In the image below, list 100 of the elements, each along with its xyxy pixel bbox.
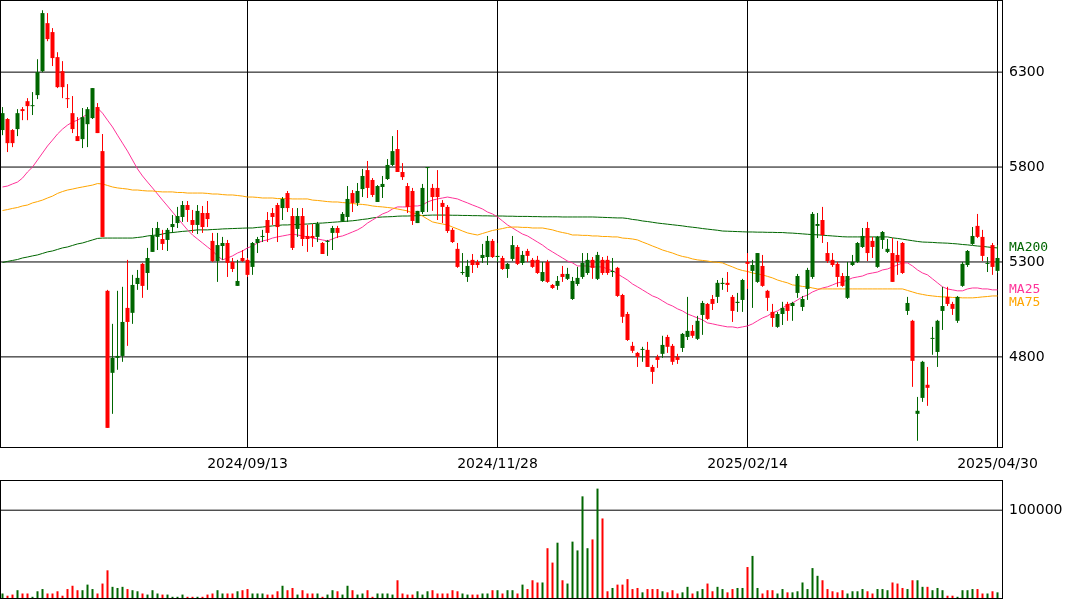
candlestick — [730, 294, 735, 323]
candlestick — [765, 289, 770, 312]
candlestick — [310, 223, 315, 248]
bar — [666, 592, 669, 599]
candlestick — [985, 256, 990, 273]
candlestick — [140, 262, 145, 299]
bar — [376, 593, 379, 599]
candlestick — [425, 166, 430, 213]
bar — [96, 593, 99, 599]
candlestick — [265, 211, 270, 243]
bar — [401, 593, 404, 599]
candlestick — [660, 335, 665, 359]
candlestick — [25, 97, 30, 121]
bar — [611, 587, 614, 599]
candlestick — [185, 200, 190, 223]
series-label: MA200 — [1009, 239, 1049, 255]
x-tick-label: 2025/04/30 — [957, 455, 1038, 471]
bar — [746, 567, 749, 599]
bar — [456, 591, 459, 599]
candlestick — [490, 238, 495, 259]
candlestick — [190, 209, 195, 234]
series-label: MA75 — [1009, 294, 1041, 310]
x-tick-label: 2024/11/28 — [457, 455, 538, 471]
bar — [336, 591, 339, 599]
bar — [486, 593, 489, 599]
bar — [126, 589, 129, 599]
bar — [591, 539, 594, 599]
candlestick — [440, 199, 445, 224]
bar — [621, 584, 624, 599]
bar — [36, 591, 39, 599]
bar — [866, 591, 869, 599]
bar — [821, 580, 824, 599]
candlestick — [485, 235, 490, 266]
bar — [901, 587, 904, 599]
candlestick — [945, 286, 950, 307]
candlestick — [740, 278, 745, 313]
bar — [141, 593, 144, 599]
bar — [101, 583, 104, 599]
bar — [86, 584, 89, 599]
bar — [601, 518, 604, 599]
bar — [26, 593, 29, 599]
bar — [881, 589, 884, 599]
bar — [791, 592, 794, 599]
candlestick — [650, 364, 655, 385]
bar — [526, 589, 529, 599]
bar — [716, 586, 719, 599]
bar — [616, 584, 619, 599]
bar — [316, 593, 319, 599]
bar — [976, 589, 979, 599]
candlestick — [990, 242, 995, 276]
bar — [651, 589, 654, 599]
candlestick — [905, 296, 910, 316]
bar — [566, 583, 569, 599]
bar — [236, 591, 239, 599]
bar — [381, 593, 384, 599]
bar — [231, 593, 234, 599]
candlestick — [330, 225, 335, 251]
candlestick — [285, 190, 290, 213]
bar — [756, 587, 759, 599]
bar — [826, 589, 829, 599]
bar — [701, 589, 704, 599]
candlestick — [325, 239, 330, 257]
candlestick — [160, 229, 165, 251]
bar — [751, 555, 754, 599]
bar — [971, 589, 974, 599]
candlestick — [695, 315, 700, 341]
bar — [696, 591, 699, 599]
candlestick — [110, 323, 115, 415]
bar — [21, 593, 24, 599]
candlestick — [115, 290, 120, 371]
candlestick — [245, 257, 250, 278]
bar — [221, 593, 224, 599]
candlestick — [435, 169, 440, 221]
bar — [306, 593, 309, 599]
candlestick — [125, 259, 130, 347]
bar — [541, 582, 544, 599]
bar — [531, 580, 534, 599]
bar — [276, 591, 279, 599]
bar — [711, 591, 714, 599]
candlestick — [65, 83, 70, 109]
bar — [776, 593, 779, 599]
bar — [291, 587, 294, 599]
bar — [801, 582, 804, 599]
candlestick — [955, 295, 960, 324]
bar — [986, 593, 989, 599]
bar — [741, 587, 744, 599]
bar — [536, 582, 539, 599]
y-tick-label: 5300 — [1009, 252, 1045, 269]
bar — [581, 496, 584, 599]
candlestick — [745, 252, 750, 290]
candlestick — [70, 95, 75, 134]
candlestick — [595, 251, 600, 281]
candlestick — [15, 108, 20, 137]
bar — [226, 593, 229, 599]
bar — [796, 591, 799, 599]
bar — [926, 586, 929, 599]
bar — [66, 589, 69, 599]
candlestick — [515, 244, 520, 266]
candlestick — [35, 58, 40, 100]
bar — [576, 550, 579, 599]
